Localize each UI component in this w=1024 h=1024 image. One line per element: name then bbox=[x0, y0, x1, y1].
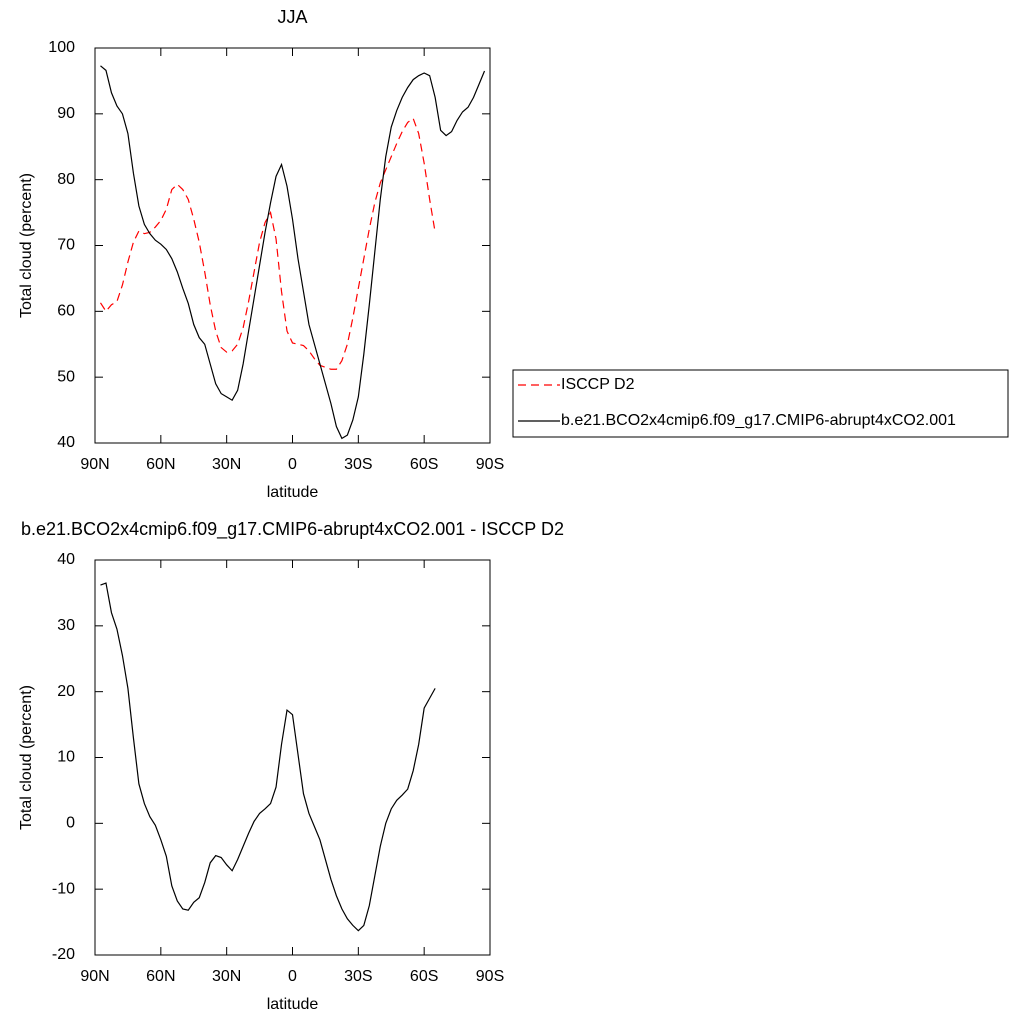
y-tick-label: 10 bbox=[57, 749, 75, 766]
x-axis-label: latitude bbox=[267, 484, 319, 501]
y-tick-label: 50 bbox=[57, 368, 75, 385]
plot-frame bbox=[94, 559, 491, 956]
chart-title: b.e21.BCO2x4cmip6.f09_g17.CMIP6-abrupt4x… bbox=[21, 519, 564, 540]
x-tick-label: 30S bbox=[344, 456, 372, 473]
data-line bbox=[100, 582, 436, 932]
x-tick-label: 30S bbox=[344, 968, 372, 985]
y-tick-label: 100 bbox=[48, 39, 75, 56]
x-tick-label: 90S bbox=[476, 968, 504, 985]
x-tick-label: 60N bbox=[146, 456, 175, 473]
x-tick-label: 0 bbox=[288, 456, 297, 473]
legend-label: b.e21.BCO2x4cmip6.f09_g17.CMIP6-abrupt4x… bbox=[561, 412, 956, 429]
x-tick-label: 0 bbox=[288, 968, 297, 985]
y-axis-label: Total cloud (percent) bbox=[18, 173, 35, 318]
x-tick-label: 30N bbox=[212, 968, 241, 985]
legend-box bbox=[512, 369, 1009, 438]
x-tick-label: 60S bbox=[410, 968, 438, 985]
x-tick-label: 60S bbox=[410, 456, 438, 473]
y-tick-label: 30 bbox=[57, 617, 75, 634]
y-tick-label: 60 bbox=[57, 303, 75, 320]
y-tick-label: 40 bbox=[57, 551, 75, 568]
x-tick-label: 90N bbox=[80, 968, 109, 985]
y-tick-label: -10 bbox=[52, 880, 75, 897]
x-tick-label: 30N bbox=[212, 456, 241, 473]
y-tick-label: 90 bbox=[57, 105, 75, 122]
x-tick-label: 60N bbox=[146, 968, 175, 985]
y-tick-label: 20 bbox=[57, 683, 75, 700]
legend-label: ISCCP D2 bbox=[561, 376, 635, 393]
data-line bbox=[99, 117, 436, 370]
x-tick-label: 90S bbox=[476, 456, 504, 473]
y-tick-label: 0 bbox=[66, 815, 75, 832]
y-tick-label: 70 bbox=[57, 237, 75, 254]
x-tick-label: 90N bbox=[80, 456, 109, 473]
chart-title: JJA bbox=[277, 7, 307, 27]
y-axis-label: Total cloud (percent) bbox=[18, 685, 35, 830]
x-axis-label: latitude bbox=[267, 996, 319, 1013]
y-tick-label: 40 bbox=[57, 434, 75, 451]
data-line bbox=[100, 65, 486, 440]
y-tick-label: 80 bbox=[57, 171, 75, 188]
plot-frame bbox=[94, 47, 491, 444]
y-tick-label: -20 bbox=[52, 946, 75, 963]
